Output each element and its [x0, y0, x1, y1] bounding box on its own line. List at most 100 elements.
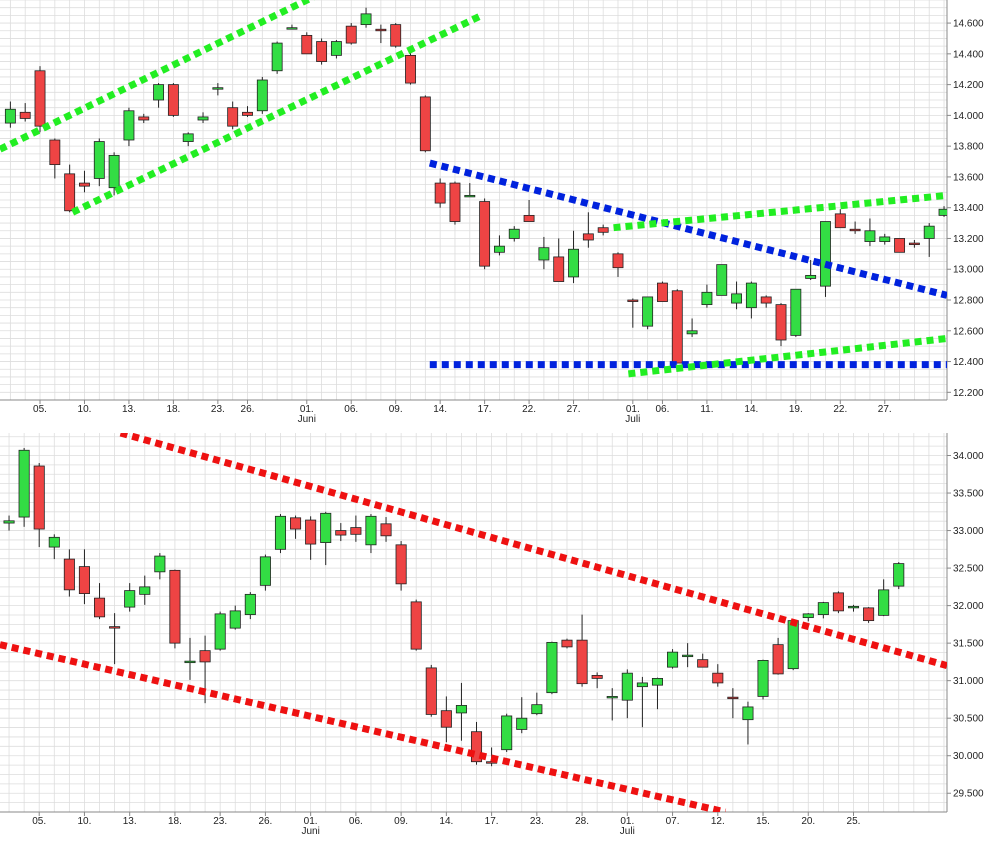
- candle-body-down: [863, 607, 875, 622]
- candle-body-up: [568, 248, 579, 278]
- candle-body-up: [667, 651, 679, 668]
- candle: [4, 101, 16, 128]
- candle-body-down: [591, 675, 603, 679]
- candle-body-down: [34, 70, 46, 127]
- x-tick-label: 17.: [478, 404, 492, 415]
- candle-body-up: [244, 593, 256, 616]
- candle: [606, 688, 618, 721]
- trendline-green: [71, 12, 484, 216]
- x-tick-label: 05.: [33, 404, 47, 415]
- x-tick-label: 12.: [711, 816, 725, 827]
- candle: [395, 541, 407, 591]
- candle-body-up: [621, 672, 633, 701]
- candle-body-up: [508, 228, 520, 239]
- trendlines: [0, 0, 947, 378]
- candle-body-up: [636, 682, 648, 688]
- candle: [712, 664, 724, 687]
- candle: [832, 591, 844, 614]
- x-tick-label: 01.: [304, 816, 318, 827]
- candle: [19, 103, 31, 122]
- candle-body-down: [395, 544, 407, 585]
- candle: [508, 226, 520, 242]
- candle-body-up: [938, 208, 947, 216]
- candle-body-down: [671, 290, 683, 364]
- candle-body-down: [597, 227, 609, 233]
- candle-body-up: [864, 230, 876, 242]
- y-tick-label: 14.200: [953, 80, 984, 91]
- candle-body-up: [642, 296, 654, 327]
- x-tick-label: 14.: [433, 404, 447, 415]
- candle-body-down: [440, 710, 452, 728]
- candle-body-down: [576, 639, 588, 685]
- candle: [242, 106, 253, 117]
- candle: [271, 41, 283, 74]
- candle-body-up: [731, 293, 742, 304]
- candle-body-down: [345, 25, 357, 44]
- y-tick-label: 13.800: [953, 142, 984, 153]
- candle: [316, 38, 328, 65]
- candle-body-up: [108, 154, 120, 189]
- candle-body-down: [772, 644, 784, 675]
- candle: [154, 553, 166, 580]
- x-tick-label: 17.: [485, 816, 499, 827]
- candle-body-down: [712, 672, 724, 684]
- candle-body-up: [879, 236, 891, 242]
- x-tick-label: 09.: [394, 816, 408, 827]
- x-tick-label: 01.: [620, 816, 634, 827]
- candle: [93, 583, 106, 620]
- candle-body-down: [727, 696, 739, 700]
- candle-body-down: [612, 253, 624, 269]
- candle: [419, 95, 431, 153]
- y-tick-label: 31.500: [953, 639, 984, 650]
- candle: [153, 83, 165, 108]
- candle-body-down: [419, 96, 431, 152]
- candle-body-down: [78, 566, 90, 595]
- candle: [123, 107, 135, 147]
- candle-body-down: [335, 530, 347, 536]
- candle: [863, 607, 875, 623]
- candle: [742, 701, 754, 745]
- candle-body-down: [582, 233, 594, 241]
- candle-body-up: [153, 84, 165, 101]
- candle: [320, 511, 332, 566]
- candle: [597, 224, 609, 236]
- candle-body-up: [686, 330, 698, 335]
- x-tick-label: 11.: [700, 404, 713, 415]
- candle: [894, 238, 906, 253]
- candle: [612, 252, 624, 277]
- candle: [642, 296, 654, 330]
- trendline-green: [0, 0, 316, 153]
- candle: [33, 463, 45, 548]
- candle: [3, 515, 15, 531]
- candle-body-down: [64, 173, 76, 212]
- candle: [516, 697, 528, 734]
- candle: [682, 643, 694, 668]
- candle: [182, 132, 194, 147]
- candle-body-up: [229, 610, 241, 629]
- candle: [108, 152, 120, 196]
- candle-body-up: [878, 589, 890, 616]
- candle: [538, 236, 550, 270]
- candle: [772, 637, 784, 675]
- y-tick-label: 30.500: [953, 714, 984, 725]
- candle-body-down: [93, 597, 106, 618]
- candle: [938, 206, 947, 217]
- candle: [802, 613, 814, 622]
- x-tick-label: 23.: [213, 816, 227, 827]
- candle-body-up: [787, 620, 799, 670]
- candle-body-down: [305, 519, 317, 545]
- candle-body-down: [301, 34, 313, 55]
- candle: [701, 284, 713, 308]
- candle-body-down: [49, 139, 61, 166]
- candle-body-up: [817, 602, 829, 616]
- candle: [621, 669, 633, 719]
- trendline-green: [613, 191, 947, 232]
- candle: [923, 223, 935, 257]
- candle: [214, 611, 226, 651]
- candle: [49, 138, 61, 179]
- x-tick-label: 19.: [789, 404, 803, 415]
- candle: [138, 113, 150, 124]
- candle-body-up: [259, 556, 271, 586]
- candle: [727, 688, 739, 719]
- candle-body-down: [449, 182, 461, 222]
